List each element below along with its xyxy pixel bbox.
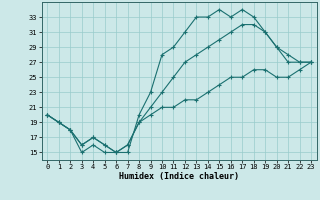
X-axis label: Humidex (Indice chaleur): Humidex (Indice chaleur)	[119, 172, 239, 181]
